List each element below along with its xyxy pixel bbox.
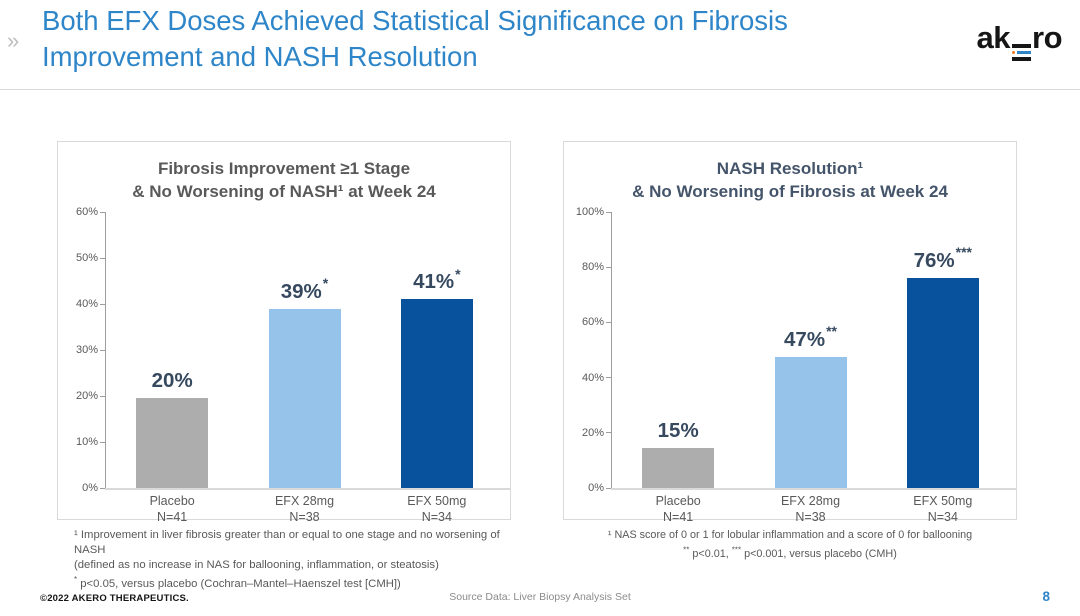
x-axis-line: [105, 487, 511, 490]
significance-asterisk: *: [455, 265, 461, 282]
nash-plot-area: 0% 20% 40% 60% 80% 100% 15% Placebo N=41 47%** EFX…: [576, 206, 1017, 524]
significance-asterisk: *: [322, 274, 329, 291]
slide-title-line1: Both EFX Doses Achieved Statistical Sign…: [42, 5, 788, 36]
x-axis-category-label: EFX 28mg N=38: [274, 494, 335, 524]
y-axis-tick: [100, 487, 106, 489]
y-axis-label: 60%: [75, 206, 98, 218]
logo-bar-bottom: [1011, 57, 1031, 61]
x-axis-category-label: Placebo N=41: [655, 494, 701, 524]
nash-chart-title-line1: NASH Resolution¹: [716, 159, 864, 178]
chevron-double-right-icon[interactable]: »: [7, 28, 20, 53]
y-axis-tick: [100, 257, 106, 259]
fibrosis-chart-section: Fibrosis Improvement ≥1 Stage & No Worsen…: [57, 141, 511, 592]
footnote-line: * p<0.05, versus placebo (Cochran–Mantel…: [74, 575, 401, 590]
fibrosis-chart-title: Fibrosis Improvement ≥1 Stage & No Worsen…: [66, 157, 502, 203]
nash-resolution-bar-chart: 0% 20% 40% 60% 80% 100% 15% Placebo N=41 47%** EFX…: [564, 142, 1017, 524]
bar-value-label: 39%*: [280, 274, 329, 303]
logo-text-right: ro: [1032, 20, 1063, 55]
logo-e-glyph: [1011, 44, 1031, 61]
y-axis-tick: [100, 395, 106, 397]
bar-efx-28mg: [774, 356, 847, 488]
copyright-text: ©2022 AKERO THERAPEUTICS.: [40, 593, 189, 604]
source-data-text: Source Data: Liver Biopsy Analysis Set: [449, 591, 631, 603]
y-axis-label: 30%: [75, 344, 98, 356]
nash-resolution-chart-panel: NASH Resolution¹ & No Worsening of Fibros…: [563, 141, 1017, 524]
y-axis-label: 0%: [82, 482, 98, 494]
y-axis-label: 40%: [75, 298, 98, 310]
y-axis-label: 100%: [575, 206, 604, 218]
footnote-line: ** p<0.01, *** p<0.001, versus placebo (…: [683, 545, 897, 560]
fibrosis-footnote: ¹ Improvement in liver fibrosis greater …: [57, 528, 511, 592]
x-axis-category-label: EFX 50mg N=34: [407, 494, 467, 524]
y-axis-label: 10%: [75, 436, 98, 448]
bar-efx-50mg: [906, 278, 979, 488]
y-axis-tick: [100, 211, 106, 213]
y-axis-tick: [100, 349, 106, 351]
slide-title-line2: Improvement and NASH Resolution: [42, 41, 478, 72]
x-axis-line: [611, 487, 1017, 490]
bar-value-label: 76%***: [913, 244, 973, 273]
x-axis-category-label: EFX 28mg N=38: [780, 494, 841, 524]
nash-resolution-footnote: ¹ NAS score of 0 or 1 for lobular inflam…: [563, 528, 1017, 562]
bar-placebo: [642, 447, 715, 488]
bar-efx-28mg: [268, 308, 341, 488]
bar-value-label: 41%*: [413, 265, 461, 294]
bar-value-label: 47%**: [784, 323, 837, 351]
y-axis-tick: [100, 441, 106, 443]
footnote-line: (defined as no increase in NAS for ballo…: [74, 559, 439, 571]
y-axis-tick: [606, 266, 612, 268]
logo-blue-bar: [1017, 50, 1031, 55]
y-axis-tick: [606, 377, 612, 379]
y-axis-tick: [100, 303, 106, 305]
y-axis-label: 0%: [588, 482, 604, 494]
y-axis-label: 40%: [581, 371, 604, 384]
nash-chart-title-line2: & No Worsening of Fibrosis at Week 24: [632, 182, 948, 201]
significance-asterisk: ***: [955, 244, 973, 261]
nash-resolution-chart-title: NASH Resolution¹ & No Worsening of Fibros…: [572, 157, 1008, 203]
x-axis-category-label: Placebo N=41: [149, 494, 195, 524]
y-axis-tick: [606, 321, 612, 323]
fibrosis-chart-title-line2: & No Worsening of NASH¹ at Week 24: [132, 182, 436, 201]
header-divider: [0, 89, 1080, 90]
y-axis-label: 20%: [581, 426, 604, 439]
logo-orange-dot-icon: [1011, 50, 1016, 55]
logo-text-left: ak: [976, 20, 1011, 55]
bar-value-label: 15%: [657, 418, 699, 442]
akero-logo: ak ro: [976, 20, 1063, 61]
footnote-line: ¹ NAS score of 0 or 1 for lobular inflam…: [607, 529, 973, 541]
bar-efx-50mg: [400, 299, 473, 488]
y-axis-label: 60%: [581, 316, 604, 329]
y-axis-label: 20%: [75, 390, 98, 402]
page-number: 8: [1042, 589, 1050, 604]
nash-resolution-chart-section: NASH Resolution¹ & No Worsening of Fibros…: [563, 141, 1017, 562]
footnote-line: ¹ Improvement in liver fibrosis greater …: [74, 529, 500, 556]
significance-asterisk: **: [826, 323, 837, 340]
y-axis-label: 50%: [75, 252, 98, 264]
y-axis-tick: [606, 211, 612, 213]
x-axis-category-label: EFX 50mg N=34: [913, 494, 973, 524]
bar-placebo: [136, 398, 209, 488]
fibrosis-chart-panel: Fibrosis Improvement ≥1 Stage & No Worsen…: [57, 141, 511, 524]
fibrosis-bar-chart: 0% 10% 20% 30% 40% 50% 60% 20% Placebo N=41 39%* EF…: [58, 142, 511, 524]
y-axis-tick: [606, 487, 612, 489]
bar-value-label: 20%: [151, 369, 193, 393]
slide-title: Both EFX Doses Achieved Statistical Sign…: [42, 3, 872, 75]
y-axis-label: 80%: [581, 261, 604, 274]
fibrosis-chart-title-line1: Fibrosis Improvement ≥1 Stage: [157, 159, 411, 178]
fibrosis-plot-area: 0% 10% 20% 30% 40% 50% 60% 20% Placebo N=41 39%* EF…: [76, 206, 511, 524]
logo-bar-top: [1011, 44, 1031, 48]
y-axis-tick: [606, 432, 612, 434]
